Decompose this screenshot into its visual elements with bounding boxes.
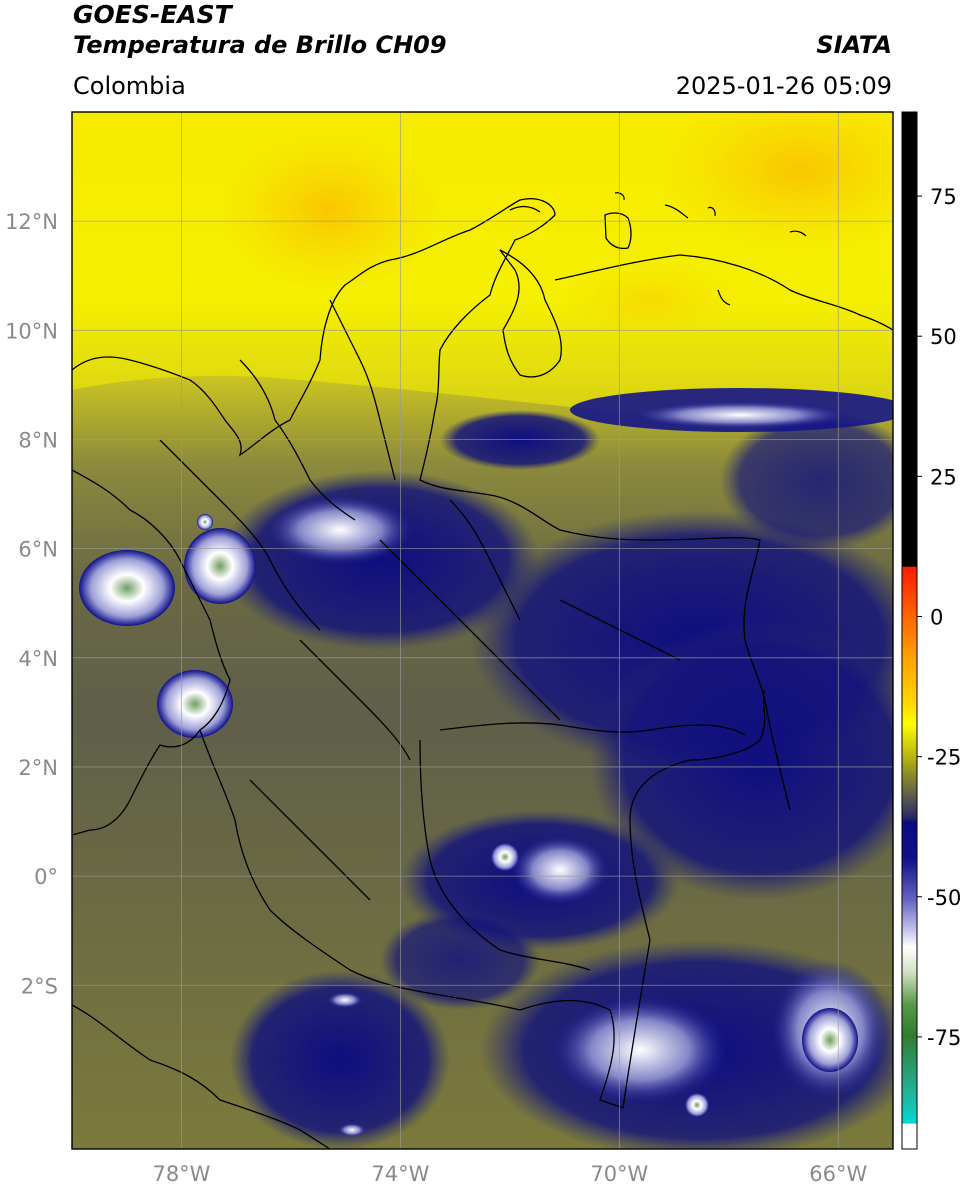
colorbar-tick-label: 0	[930, 605, 943, 629]
colorbar	[901, 111, 918, 1150]
latitude-label: 8°N	[18, 428, 58, 452]
latitude-label: 2°S	[21, 974, 58, 998]
longitude-label: 74°W	[371, 1162, 429, 1186]
datetime-label: 2025-01-26 05:09	[675, 72, 892, 100]
latitude-label: 4°N	[18, 647, 58, 671]
colorbar-tick-label: 75	[930, 185, 957, 209]
latitude-label: 12°N	[5, 210, 58, 234]
map-frame	[71, 111, 894, 1150]
colorbar-ticks: 75 50 25 0 -25 -50 -75	[917, 185, 961, 1050]
colorbar-tick-label: -25	[927, 746, 961, 770]
graticule	[72, 112, 893, 1149]
latitude-labels: 12°N 10°N 8°N 6°N 4°N 2°N 0° 2°S	[5, 210, 58, 998]
colorbar-tick-label: 50	[930, 325, 957, 349]
region-label: Colombia	[73, 72, 186, 100]
longitude-label: 78°W	[152, 1162, 210, 1186]
brand-label: SIATA	[816, 31, 892, 59]
longitude-labels: 78°W 74°W 70°W 66°W	[152, 1162, 867, 1186]
latitude-label: 10°N	[5, 319, 58, 343]
brightness-temperature-field	[72, 112, 893, 1149]
satellite-title: GOES-EAST	[73, 0, 232, 29]
coastline-detail	[614, 192, 807, 306]
colorbar-tick-label: -75	[927, 1026, 961, 1050]
latitude-label: 6°N	[18, 538, 58, 562]
colorbar-tick-label: 25	[930, 465, 957, 489]
longitude-label: 70°W	[590, 1162, 648, 1186]
product-title: Temperatura de Brillo CH09	[73, 31, 447, 59]
latitude-label: 2°N	[18, 756, 58, 780]
colorbar-tick-label: -50	[927, 886, 961, 910]
latitude-label: 0°	[34, 865, 58, 889]
longitude-label: 66°W	[809, 1162, 867, 1186]
country-borders	[72, 198, 893, 1149]
